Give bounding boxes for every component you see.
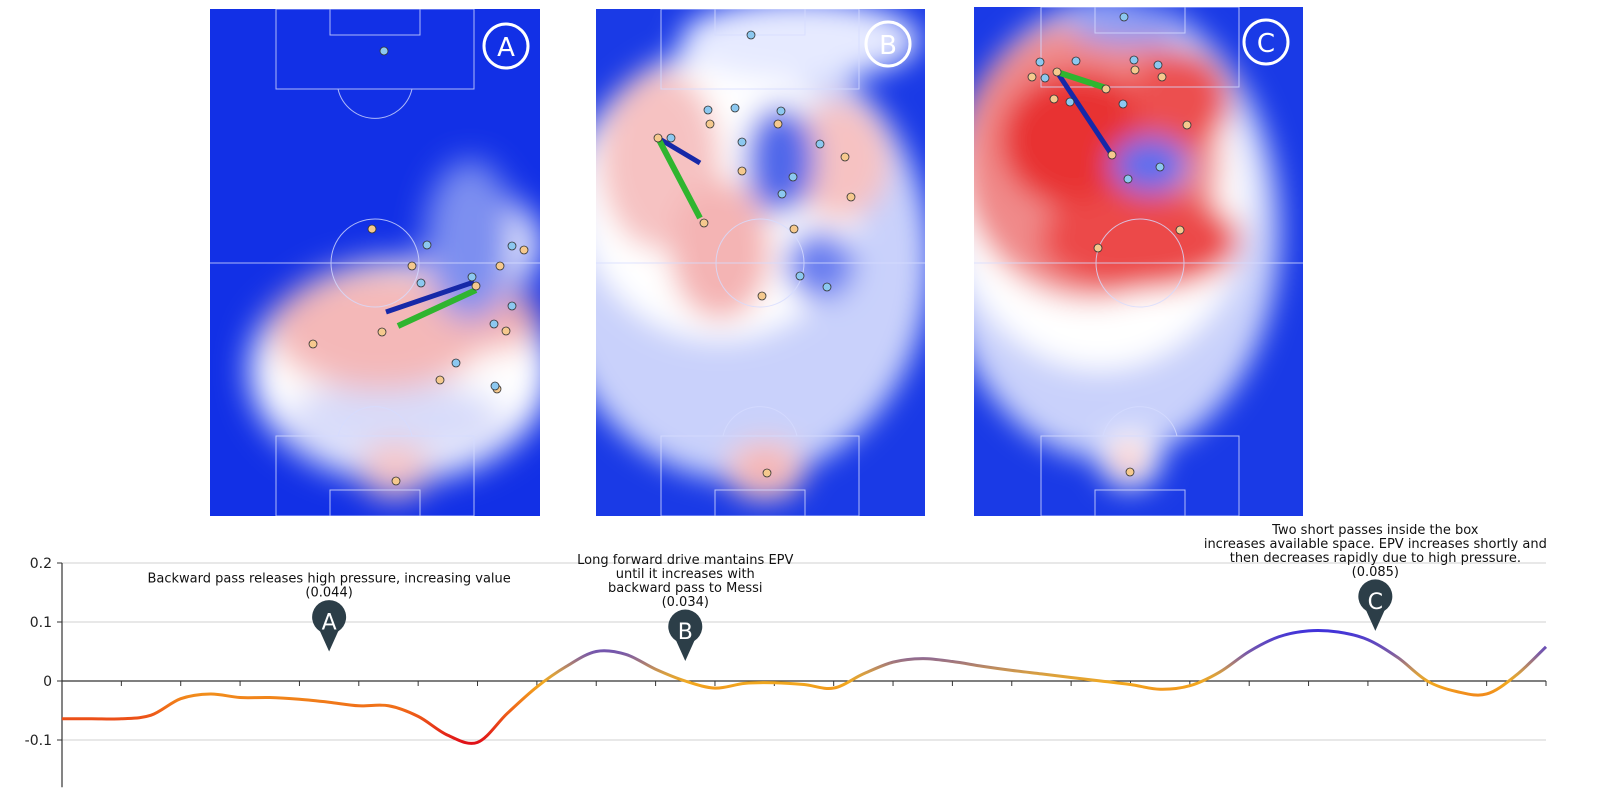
- annotation-text: Two short passes inside the box: [1271, 523, 1479, 538]
- annotation-text: (0.085): [1352, 565, 1399, 580]
- pitch-panel-a: [210, 9, 540, 516]
- annotation-c: C Two short passes inside the boxincrease…: [1204, 523, 1547, 631]
- annotations: A Backward pass releases high pressure, i…: [147, 523, 1547, 661]
- marker-pin-icon: [1358, 579, 1393, 631]
- svg-text:A: A: [497, 33, 515, 63]
- panel-badge-a: A: [482, 22, 530, 70]
- panel-badge-b: B: [864, 20, 912, 68]
- marker-label: C: [1368, 590, 1383, 615]
- y-axis: 0.2 0.1 0 -0.1: [25, 556, 63, 788]
- annotation-text: then decreases rapidly due to high press…: [1230, 551, 1521, 566]
- annotation-text: until it increases with: [616, 567, 755, 582]
- pitch-panel-c: [974, 7, 1303, 516]
- epv-series-line: [61, 628, 1548, 745]
- annotation-a: A Backward pass releases high pressure, i…: [147, 572, 511, 652]
- y-tick-label: 0.1: [30, 615, 52, 631]
- annotation-text: Long forward drive mantains EPV: [577, 553, 793, 568]
- annotation-text: (0.044): [305, 586, 352, 601]
- svg-text:C: C: [1257, 29, 1275, 59]
- marker-pin-icon: [312, 600, 347, 652]
- y-tick-label: -0.1: [25, 733, 52, 749]
- svg-text:B: B: [879, 31, 897, 61]
- annotation-text: (0.034): [662, 595, 709, 610]
- y-tick-label: 0.2: [30, 556, 52, 572]
- marker-label: A: [322, 611, 337, 636]
- annotation-text: increases available space. EPV increases…: [1204, 537, 1547, 552]
- pitch-panel-b: [596, 9, 925, 516]
- grid: [62, 562, 1546, 741]
- marker-pin-icon: [668, 609, 703, 661]
- annotation-text: backward pass to Messi: [608, 581, 762, 596]
- y-tick-label: 0: [43, 674, 52, 690]
- marker-label: B: [678, 620, 693, 645]
- panel-badge-c: C: [1242, 18, 1290, 66]
- annotation-text: Backward pass releases high pressure, in…: [147, 572, 510, 587]
